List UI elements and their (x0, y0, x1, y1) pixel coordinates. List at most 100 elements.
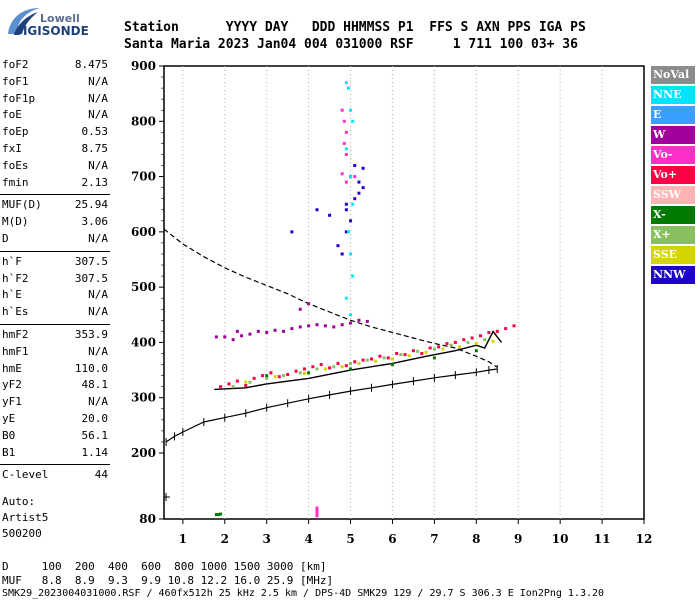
echo-point-w (240, 334, 244, 338)
x-tick-label: 10 (552, 532, 569, 546)
echo-point-nne (344, 147, 348, 151)
x-tick-label: 9 (514, 532, 522, 546)
auto-scaling-line1: Auto: (2, 495, 36, 509)
echo-point-vo (411, 349, 415, 353)
echo-point-x (449, 343, 453, 347)
echo-point-sse (302, 371, 306, 375)
echo-point-sse (357, 361, 361, 365)
echo-point-w (235, 329, 239, 333)
echo-point-nne (351, 202, 355, 206)
param-label: yF2 (2, 378, 22, 392)
y-tick-label: 400 (131, 335, 156, 349)
echo-point-nnw (349, 219, 353, 223)
param-label: h`F2 (2, 271, 29, 285)
echo-point-nnw (328, 213, 332, 217)
param-row-yf2: yF2 48.1 (2, 378, 108, 394)
footer-distance-row: D 100 200 400 600 800 1000 1500 3000 [km… (2, 560, 327, 573)
header-line-1: Station YYYY DAY DDD HHMMSS P1 FFS S AXN… (124, 20, 586, 35)
param-label: h`F (2, 254, 22, 268)
echo-point-w (223, 335, 227, 339)
legend-item-sse: SSE (651, 246, 695, 264)
param-label: M(D) (2, 215, 29, 229)
param-value: 48.1 (81, 378, 109, 392)
echo-point-nnw (336, 244, 340, 248)
echo-point-w (290, 327, 294, 331)
echo-point-x (466, 340, 470, 344)
legend-item-ssw: SSW (651, 186, 695, 204)
echo-point-x (399, 353, 403, 357)
echo-point-w (332, 325, 336, 329)
x-tick-label: 12 (636, 532, 653, 546)
echo-point-nnw (353, 197, 357, 201)
param-value: 20.0 (81, 412, 109, 425)
y-tick-label: 800 (131, 114, 156, 128)
param-separator (0, 324, 110, 325)
echo-point-vo (353, 175, 357, 179)
echo-point-vo (269, 371, 273, 375)
echo-point-vo (294, 369, 298, 373)
echo-point-vo (244, 384, 248, 388)
echo-point-vo (319, 363, 323, 367)
legend-item-x-: X+ (651, 226, 695, 244)
echo-point-nne (351, 119, 355, 123)
x-tick-label: 11 (594, 532, 611, 546)
echo-point-vo (315, 509, 319, 513)
echo-point-vo (512, 324, 516, 328)
echo-point-vo (479, 334, 483, 338)
param-row-d: D N/A (2, 232, 108, 248)
echo-point-w (231, 338, 235, 342)
legend-item-w: W (651, 126, 695, 144)
param-value: 307.5 (74, 271, 108, 285)
plot-frame (163, 65, 645, 520)
param-label: yE (2, 412, 16, 425)
echo-point-x (474, 349, 478, 353)
param-value: 44 (94, 468, 108, 482)
echo-point-sse (491, 339, 495, 343)
logo-swoosh-icon (8, 8, 40, 34)
y-tick-label: 500 (131, 280, 156, 294)
echo-point-sse (441, 347, 445, 351)
echo-point-nnw (290, 230, 294, 234)
echo-point-vo (342, 141, 346, 145)
x-tick-label: 6 (388, 532, 396, 546)
param-value: 1.14 (81, 445, 109, 459)
echo-point-vo (227, 382, 231, 386)
param-value: 56.1 (81, 428, 109, 442)
param-row-fof1p: foF1p N/A (2, 92, 108, 108)
echo-point-w (265, 330, 269, 334)
auto-scaling-line3: 500200 (2, 527, 42, 541)
echo-point-x (214, 513, 218, 517)
param-label: h`Es (2, 305, 29, 319)
param-row-mufd: MUF(D) 25.94 (2, 198, 108, 214)
param-label: foEs (2, 158, 29, 172)
param-row-fmin: fmin 2.13 (2, 176, 108, 192)
legend-item-nnw: NNW (651, 266, 695, 284)
param-row-foe: foE N/A (2, 108, 108, 124)
echo-point-x (281, 374, 285, 378)
echo-point-vo (378, 354, 382, 358)
echo-point-nne (346, 230, 350, 234)
param-label: D (2, 232, 9, 245)
echo-point-vo (340, 108, 344, 112)
param-value: 25.94 (74, 198, 108, 212)
param-value: N/A (88, 108, 108, 122)
x-tick-label: 7 (430, 532, 438, 546)
logo-digisonde: DIGISONDE (13, 24, 89, 38)
param-value: N/A (88, 232, 108, 245)
echo-point-vo (395, 351, 399, 355)
echo-point-vo (252, 376, 256, 380)
x-tick-label: 4 (304, 532, 312, 546)
param-value: N/A (88, 158, 108, 172)
legend-item-e: E (651, 106, 695, 124)
param-row-b0: B0 56.1 (2, 429, 108, 445)
param-label: hmE (2, 361, 22, 375)
param-row-he: h`E N/A (2, 288, 108, 304)
echo-point-x (307, 371, 311, 375)
param-label: B0 (2, 428, 16, 442)
echo-point-vo (336, 361, 340, 365)
echo-point-vo (286, 372, 290, 376)
echo-point-sse (458, 345, 462, 349)
param-label: foF1p (2, 91, 36, 105)
param-value: 8.75 (81, 142, 109, 155)
echo-point-vo (344, 130, 348, 134)
